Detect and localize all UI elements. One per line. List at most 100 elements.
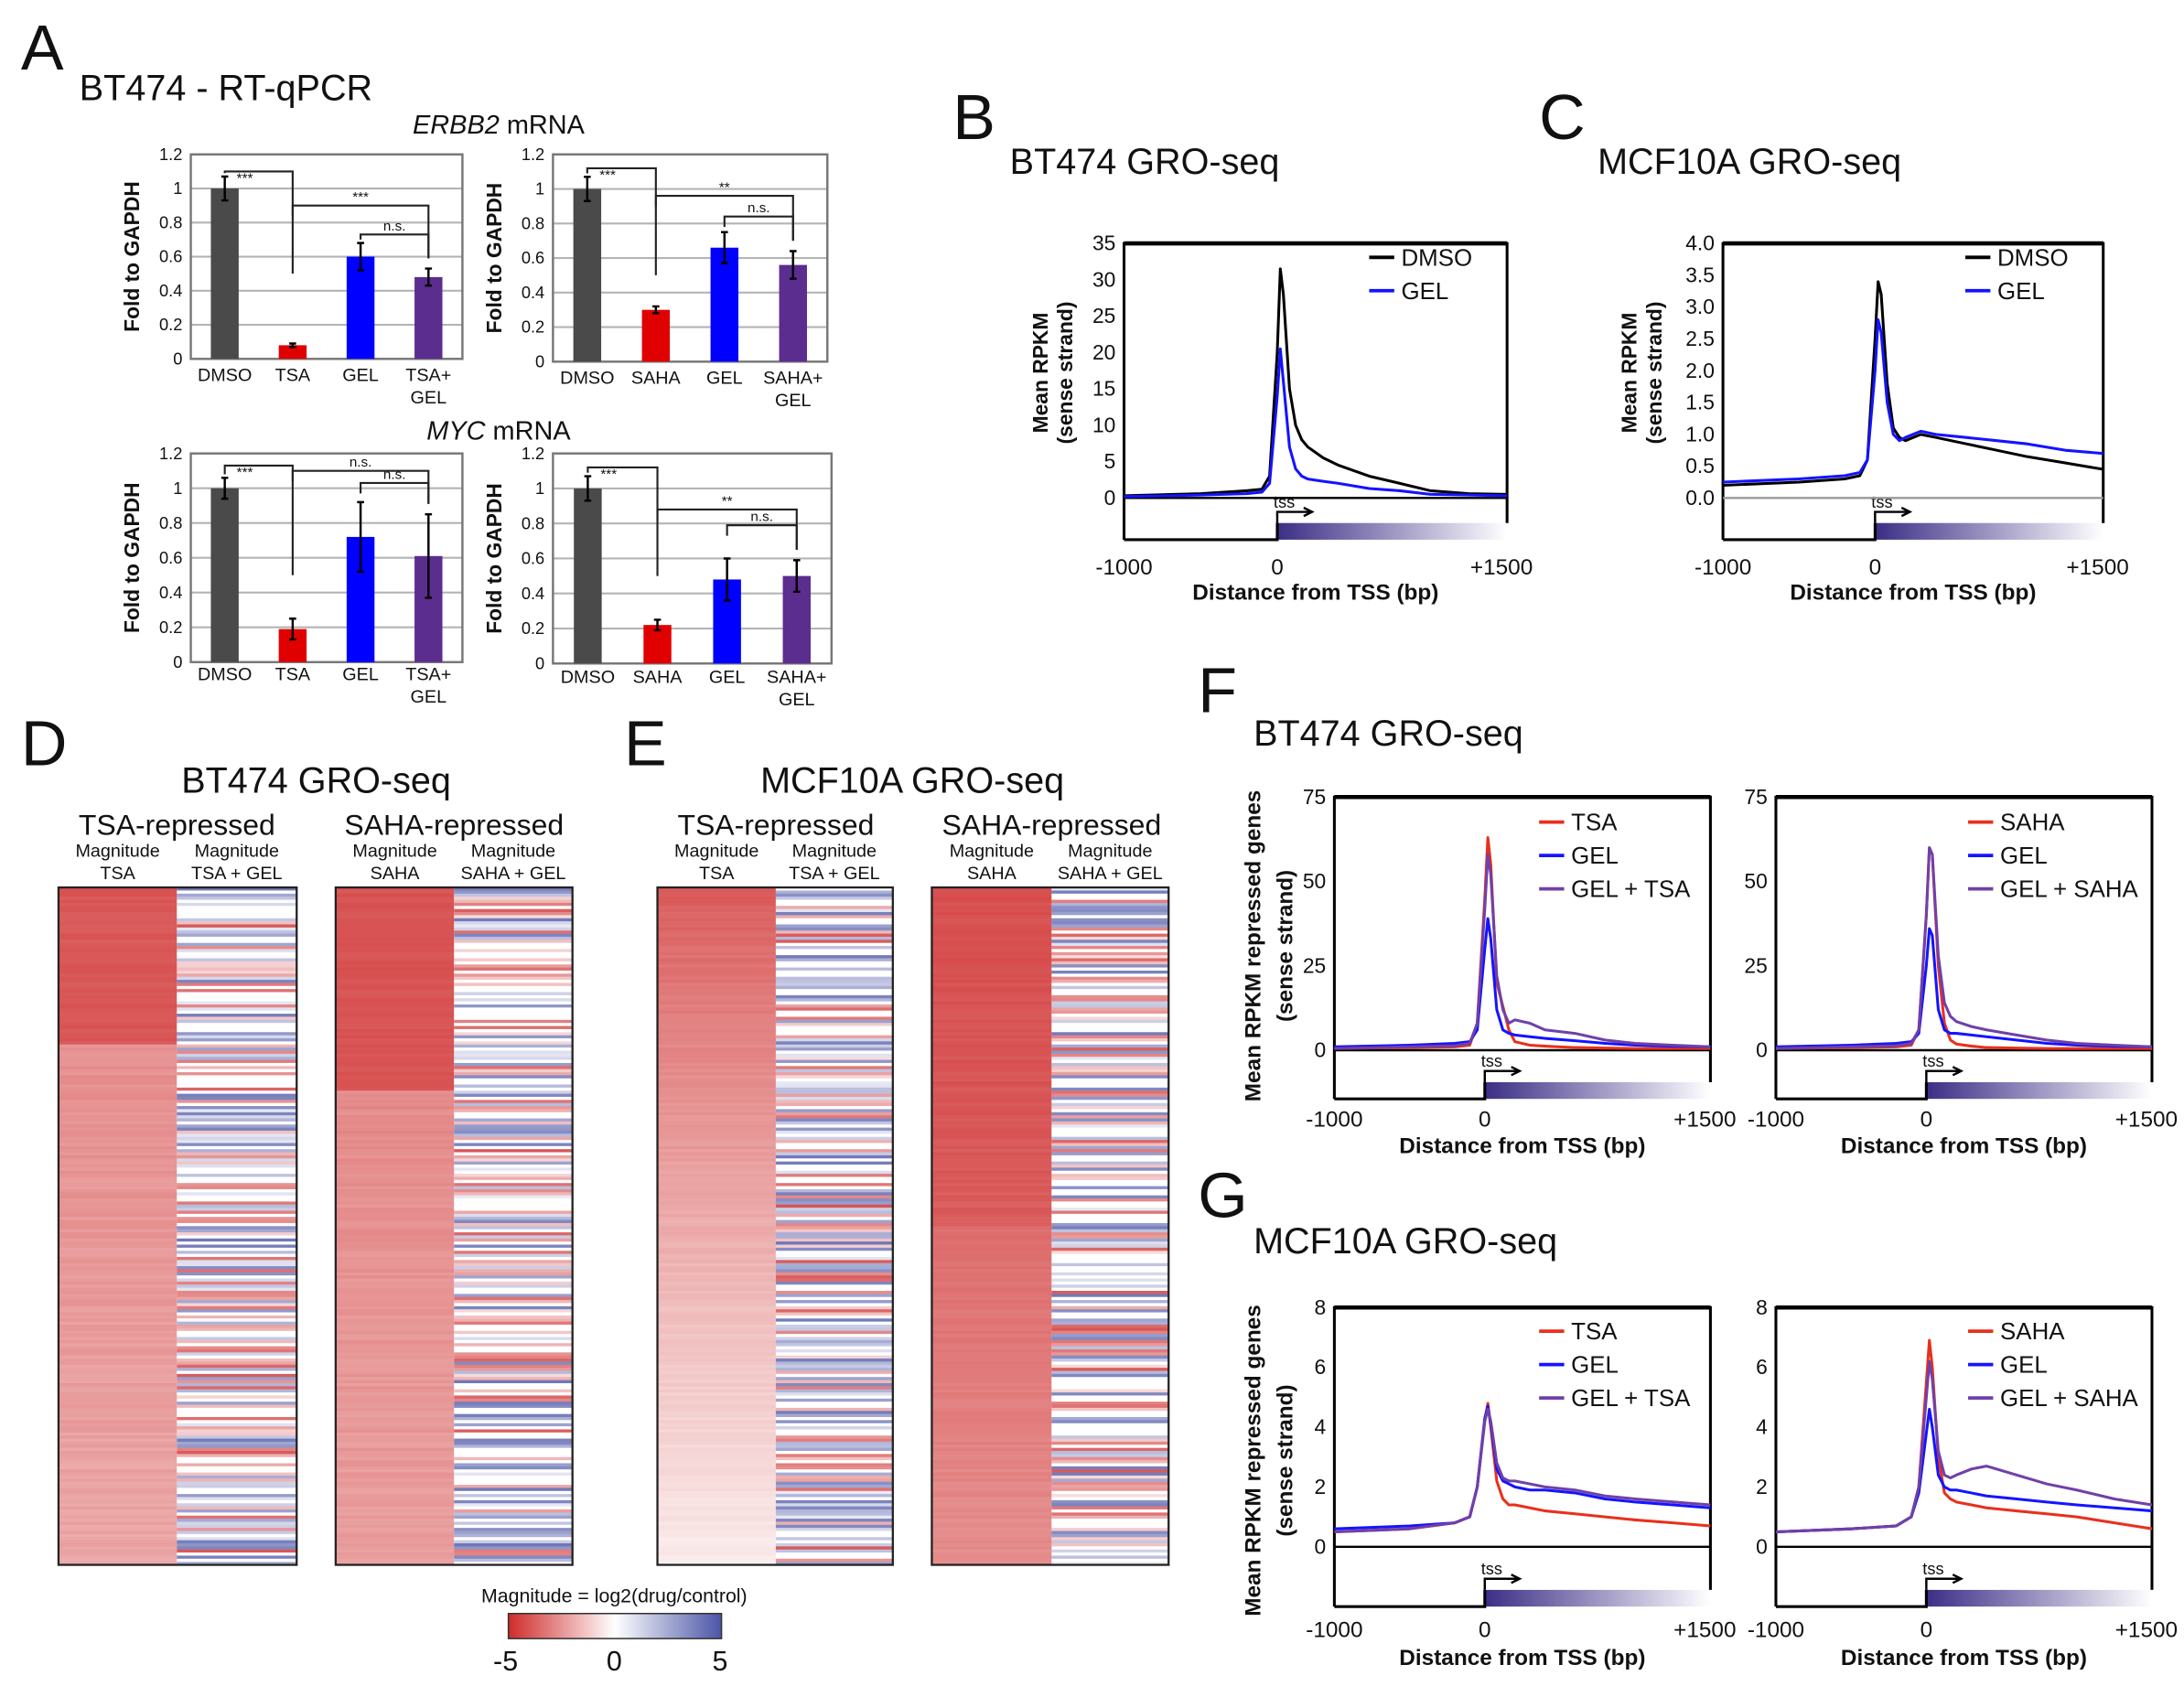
heatmap-cell bbox=[775, 912, 893, 916]
legend-label: GEL bbox=[1571, 843, 1619, 869]
heatmap-cell bbox=[931, 1497, 1052, 1501]
y-tick-label: 30 bbox=[1092, 267, 1115, 291]
heatmap-cell bbox=[177, 1404, 297, 1409]
heatmap-cell bbox=[1051, 1355, 1169, 1359]
heatmap-frame bbox=[656, 886, 894, 1566]
bar bbox=[574, 488, 602, 664]
heatmap-cell bbox=[58, 1210, 178, 1215]
heatmap-cell bbox=[1051, 1533, 1169, 1538]
heatmap-cell bbox=[1051, 1143, 1169, 1147]
heatmap-cell bbox=[177, 1355, 297, 1359]
series-line-tsa bbox=[1334, 835, 1711, 1050]
y-tick-label: 1.2 bbox=[159, 444, 182, 463]
heatmap-cell bbox=[335, 1158, 455, 1163]
heatmap-cell bbox=[657, 1469, 776, 1474]
heatmap-cell bbox=[1051, 1118, 1169, 1122]
heatmap-cell bbox=[931, 1466, 1052, 1470]
heatmap-cell bbox=[335, 964, 455, 969]
heatmap-cell bbox=[657, 1481, 776, 1486]
heatmap-cell bbox=[1051, 1296, 1169, 1301]
series-line-gel-saha bbox=[1775, 846, 2153, 1050]
heatmap-cell bbox=[1051, 1558, 1169, 1563]
heatmap-cell bbox=[1051, 1426, 1169, 1431]
heatmap-cell bbox=[931, 1219, 1052, 1224]
heatmap-cell bbox=[335, 1417, 455, 1421]
heatmap-cell bbox=[657, 908, 776, 913]
heatmap-cell bbox=[775, 1291, 893, 1294]
column-label: Magnitude bbox=[674, 842, 758, 862]
heatmap-cell bbox=[657, 890, 776, 895]
heatmap-cell bbox=[657, 1407, 776, 1412]
heatmap-cell bbox=[177, 1069, 297, 1073]
tss-arrow-icon bbox=[1483, 1573, 1522, 1590]
heatmap-cell bbox=[58, 1294, 178, 1298]
heatmap-cell bbox=[335, 1447, 455, 1452]
heatmap-cell bbox=[1051, 906, 1169, 910]
heatmap-cell bbox=[657, 1152, 776, 1156]
heatmap-cell bbox=[335, 1078, 455, 1082]
heatmap-cell bbox=[657, 1032, 776, 1036]
heatmap-cell bbox=[177, 1226, 297, 1230]
heatmap-cell bbox=[335, 912, 455, 916]
heatmap-cell bbox=[931, 930, 1052, 935]
heatmap-cell bbox=[1051, 1195, 1169, 1199]
heatmap-cell bbox=[58, 1251, 178, 1255]
heatmap-cell bbox=[775, 1014, 893, 1018]
heatmap-cell bbox=[1051, 1315, 1169, 1319]
heatmap-cell bbox=[177, 1165, 297, 1168]
heatmap-cell bbox=[58, 1552, 178, 1557]
heatmap-cell bbox=[657, 1294, 776, 1298]
tss-arrow-icon bbox=[1483, 1066, 1522, 1082]
heatmap-cell bbox=[657, 1321, 776, 1326]
heatmap-cell bbox=[177, 1044, 297, 1048]
y-tick-label: 0.8 bbox=[522, 213, 544, 232]
heatmap-cell bbox=[1051, 1158, 1169, 1163]
heatmap-cell bbox=[454, 1348, 573, 1353]
heatmap-cell bbox=[931, 1210, 1052, 1215]
heatmap-cell bbox=[775, 1454, 893, 1458]
heatmap-cell bbox=[58, 1327, 178, 1332]
heatmap-cell bbox=[335, 1219, 455, 1224]
heatmap-cell bbox=[454, 1558, 573, 1563]
heatmap-cell bbox=[1051, 1562, 1169, 1566]
heatmap-cell bbox=[335, 1007, 455, 1012]
heatmap-cell bbox=[335, 976, 455, 981]
heatmap-cell bbox=[58, 1546, 178, 1551]
heatmap-cell bbox=[1051, 1382, 1169, 1387]
heatmap-cell bbox=[58, 1217, 178, 1221]
heatmap-cell bbox=[931, 1100, 1052, 1104]
heatmap-cell bbox=[454, 897, 573, 901]
heatmap-cell bbox=[1051, 1069, 1169, 1073]
heatmap-cell bbox=[454, 1213, 573, 1218]
heatmap-cell bbox=[1051, 902, 1169, 907]
heatmap-cell bbox=[454, 1100, 573, 1104]
heatmap-cell bbox=[335, 1330, 455, 1335]
heatmap-cell bbox=[177, 1038, 297, 1042]
significance-label: ** bbox=[719, 180, 730, 196]
heatmap-cell bbox=[177, 1447, 297, 1452]
heatmap-cell bbox=[1051, 940, 1169, 944]
heatmap-cell bbox=[335, 1149, 455, 1154]
heatmap-cell bbox=[58, 1339, 178, 1344]
heatmap-cell bbox=[58, 1269, 178, 1273]
heatmap-cell bbox=[454, 1133, 573, 1138]
heatmap-cell bbox=[177, 1402, 297, 1406]
heatmap-cell bbox=[454, 1284, 573, 1289]
heatmap-cell bbox=[657, 1515, 776, 1520]
heatmap-cell bbox=[1051, 1456, 1169, 1461]
column-label: TSA bbox=[100, 864, 135, 884]
heatmap-cell bbox=[58, 1404, 178, 1409]
heatmap-cell bbox=[177, 1426, 297, 1431]
heatmap-cell bbox=[775, 983, 893, 987]
heatmap-cell bbox=[775, 1389, 893, 1393]
heatmap-cell bbox=[335, 1235, 455, 1240]
heatmap-cell bbox=[58, 1019, 178, 1024]
heatmap-cell bbox=[657, 899, 776, 904]
heatmap-cell bbox=[177, 1552, 297, 1557]
heatmap-cell bbox=[177, 1435, 297, 1440]
significance-bracket bbox=[726, 524, 798, 550]
heatmap-cell bbox=[657, 1411, 776, 1415]
heatmap-cell bbox=[454, 1420, 573, 1424]
heatmap-cell bbox=[177, 1420, 297, 1424]
